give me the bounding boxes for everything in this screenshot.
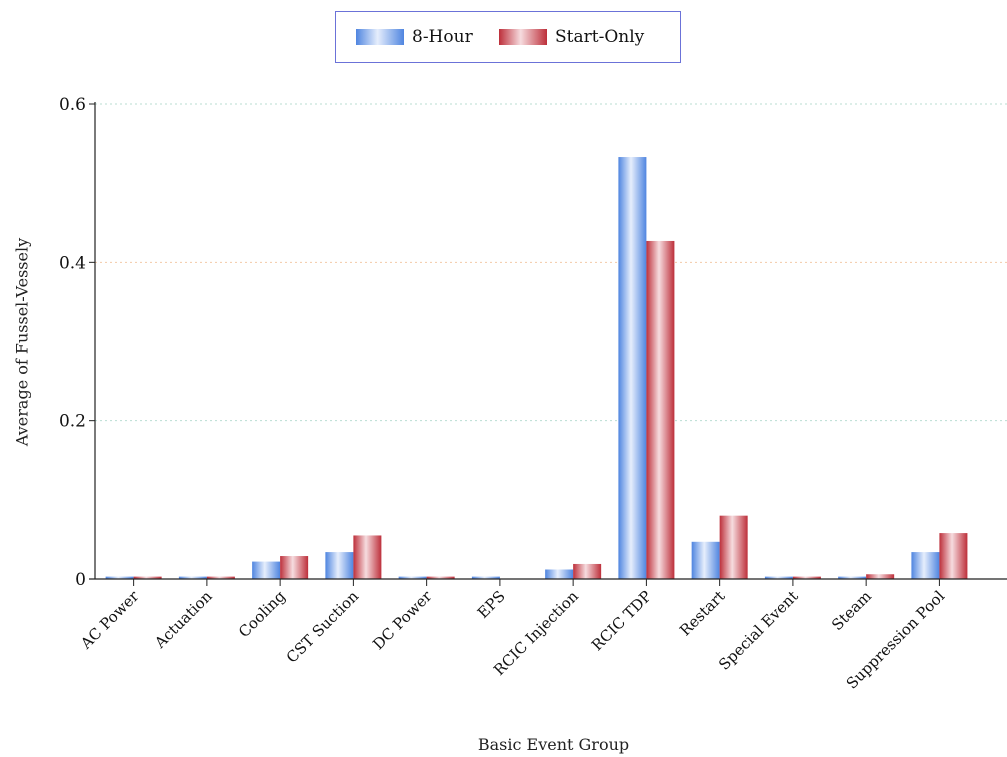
y-tick-label: 0.6 xyxy=(59,95,86,115)
legend-item-8-hour: 8-Hour xyxy=(356,27,473,47)
bar-8-hour xyxy=(838,576,867,579)
bar-8-hour xyxy=(911,552,940,579)
legend-label-start-only: Start-Only xyxy=(555,27,645,47)
bar-start-only xyxy=(866,574,895,579)
bar-8-hour xyxy=(764,576,793,579)
bar-8-hour xyxy=(178,576,207,579)
y-tick-label: 0 xyxy=(75,570,86,590)
bar-8-hour xyxy=(398,576,427,579)
legend-swatch-8-hour xyxy=(356,29,404,45)
bar-start-only xyxy=(353,535,382,579)
bar-8-hour xyxy=(545,569,574,579)
bar-start-only xyxy=(206,576,235,579)
y-axis-title: Average of Fussel-Vessely xyxy=(12,237,32,447)
y-tick-label: 0.4 xyxy=(59,253,86,273)
bar-start-only xyxy=(719,515,748,579)
x-tick-label: Restart xyxy=(676,587,728,639)
x-tick-label: RCIC TDP xyxy=(588,587,655,654)
x-axis-title: Basic Event Group xyxy=(477,735,630,754)
bar-start-only xyxy=(426,576,455,579)
bar-8-hour xyxy=(471,576,500,579)
y-tick-label: 0.2 xyxy=(59,412,86,432)
bar-8-hour xyxy=(252,561,281,579)
bar-start-only xyxy=(792,576,821,579)
legend-swatch-start-only xyxy=(499,29,547,45)
x-tick-label: Steam xyxy=(828,587,875,634)
bar-start-only xyxy=(573,563,602,579)
legend-item-start-only: Start-Only xyxy=(499,27,644,47)
x-tick-label: Actuation xyxy=(150,587,216,653)
bar-start-only xyxy=(646,240,675,580)
bar-start-only xyxy=(133,576,162,579)
bar-start-only xyxy=(939,533,968,579)
gridlines xyxy=(95,103,1007,422)
x-tick-label: Cooling xyxy=(235,587,289,641)
legend: 8-Hour Start-Only xyxy=(335,11,681,63)
bar-start-only xyxy=(280,556,309,579)
x-tick-label: EPS xyxy=(474,587,509,622)
bar-8-hour xyxy=(325,552,354,579)
bar-8-hour xyxy=(691,541,720,579)
bar-8-hour xyxy=(105,576,134,579)
bars xyxy=(105,157,968,580)
bar-8-hour xyxy=(618,157,647,579)
axes xyxy=(89,102,1007,586)
x-tick-label: AC Power xyxy=(76,587,143,654)
x-tick-label: DC Power xyxy=(369,587,436,654)
legend-label-8-hour: 8-Hour xyxy=(412,27,473,47)
x-tick-label: CST Suction xyxy=(283,587,363,667)
